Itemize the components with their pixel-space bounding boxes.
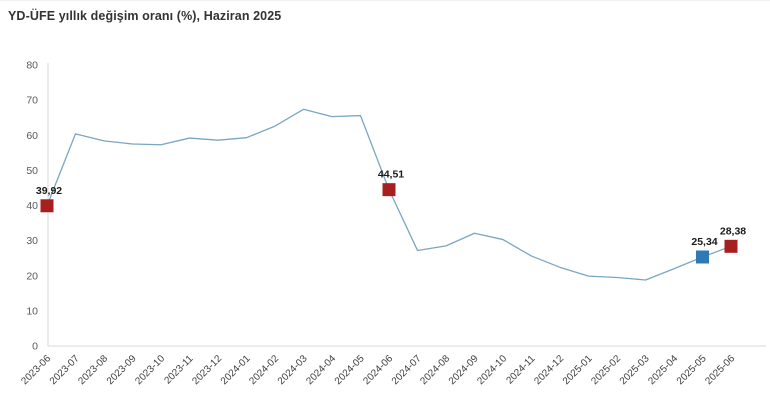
y-tick-label: 20 <box>26 270 38 282</box>
x-tick-label: 2024-09 <box>447 353 481 387</box>
x-tick-label: 2024-02 <box>247 353 281 387</box>
x-tick-label: 2024-08 <box>418 353 452 387</box>
x-tick-label: 2024-12 <box>532 353 566 387</box>
chart-title: YD-ÜFE yıllık değişim oranı (%), Haziran… <box>8 9 282 23</box>
x-tick-label: 2024-01 <box>219 353 253 387</box>
x-tick-label: 2024-04 <box>304 353 338 387</box>
x-tick-label: 2023-08 <box>76 353 110 387</box>
y-tick-label: 70 <box>26 95 38 107</box>
y-tick-label: 30 <box>26 235 38 247</box>
x-tick-label: 2023-11 <box>162 353 196 387</box>
x-tick-label: 2025-05 <box>675 353 709 387</box>
data-point-marker <box>382 183 396 197</box>
x-tick-label: 2025-04 <box>646 353 680 387</box>
y-tick-label: 80 <box>26 60 38 72</box>
data-point-marker <box>40 199 54 213</box>
x-tick-label: 2024-07 <box>390 353 424 387</box>
x-tick-label: 2023-12 <box>190 353 224 387</box>
x-tick-label: 2023-10 <box>133 353 167 387</box>
data-point-label: 39,92 <box>36 185 62 197</box>
y-tick-label: 60 <box>26 130 38 142</box>
x-tick-label: 2024-03 <box>276 353 310 387</box>
y-tick-label: 40 <box>26 200 38 212</box>
x-tick-label: 2025-01 <box>561 353 595 387</box>
x-tick-label: 2025-03 <box>618 353 652 387</box>
data-point-marker <box>724 239 738 253</box>
x-tick-label: 2023-09 <box>105 353 139 387</box>
x-tick-label: 2025-02 <box>589 353 623 387</box>
x-tick-label: 2023-06 <box>19 353 53 387</box>
y-tick-label: 10 <box>26 305 38 317</box>
y-tick-label: 0 <box>32 341 38 353</box>
x-tick-label: 2025-06 <box>703 353 737 387</box>
data-point-label: 25,34 <box>691 236 717 248</box>
data-point-label: 28,38 <box>720 225 746 237</box>
x-tick-label: 2024-05 <box>333 353 367 387</box>
x-tick-label: 2024-11 <box>504 353 538 387</box>
x-tick-label: 2024-06 <box>361 353 395 387</box>
x-tick-label: 2024-10 <box>475 353 509 387</box>
y-tick-label: 50 <box>26 165 38 177</box>
data-point-marker <box>696 250 709 264</box>
data-point-label: 44,51 <box>378 169 404 181</box>
x-tick-label: 2023-07 <box>48 353 82 387</box>
